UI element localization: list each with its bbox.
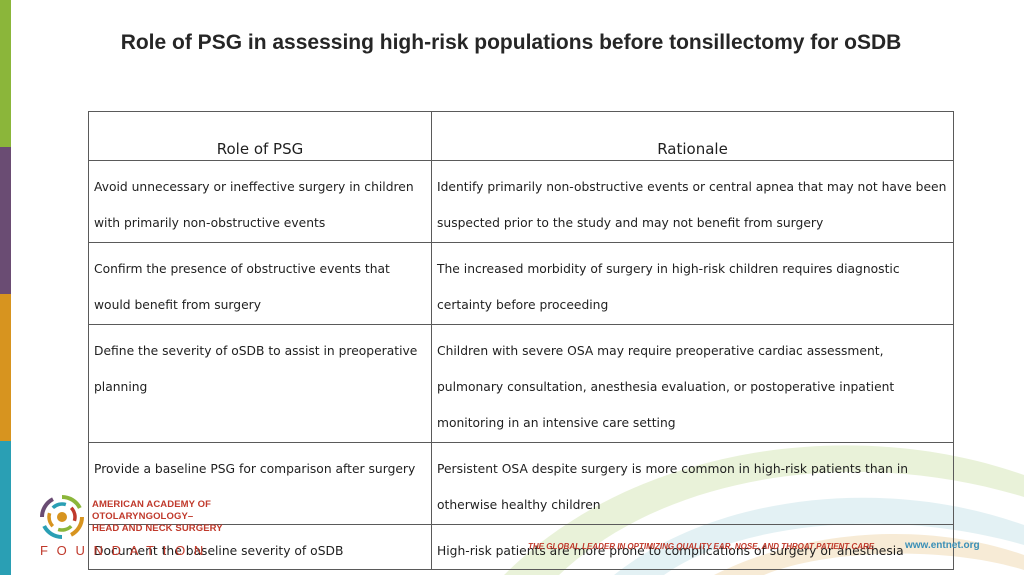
header-rationale: Rationale [431, 111, 954, 161]
psg-roles-table: Role of PSG Rationale Avoid unnecessary … [88, 111, 954, 571]
table-cell-role: Define the severity of oSDB to assist in… [88, 323, 432, 443]
stripe-purple [0, 147, 11, 294]
table-header-row: Role of PSG Rationale [88, 111, 954, 161]
stripe-orange [0, 294, 11, 441]
table-cell-role: Confirm the presence of obstructive even… [88, 241, 432, 325]
table-cell-rationale: Identify primarily non-obstructive event… [431, 160, 954, 243]
table-row: Document the baseline severity of oSDB H… [88, 523, 954, 571]
table-row: Avoid unnecessary or ineffective surgery… [88, 160, 954, 243]
stripe-green [0, 0, 11, 147]
org-name-line: HEAD AND NECK SURGERY [92, 523, 223, 534]
table-cell-role: Avoid unnecessary or ineffective surgery… [88, 160, 432, 243]
org-name-line: AMERICAN ACADEMY OF [92, 499, 212, 510]
table-row: Provide a baseline PSG for comparison af… [88, 441, 954, 525]
org-name-line: OTOLARYNGOLOGY– [92, 511, 194, 522]
table-row: Confirm the presence of obstructive even… [88, 241, 954, 325]
footer-url-link[interactable]: www.entnet.org [905, 540, 980, 551]
table-cell-role: Provide a baseline PSG for comparison af… [88, 441, 432, 525]
table-cell-rationale: Persistent OSA despite surgery is more c… [431, 441, 954, 525]
organization-name: AMERICAN ACADEMY OF OTOLARYNGOLOGY– HEAD… [92, 499, 223, 535]
stripe-teal [0, 441, 11, 575]
header-role-of-psg: Role of PSG [88, 111, 432, 161]
table-cell-rationale: Children with severe OSA may require pre… [431, 323, 954, 443]
aao-hns-logo-icon [40, 495, 84, 539]
table-row: Define the severity of oSDB to assist in… [88, 323, 954, 443]
table-cell-rationale: High-risk patients are more prone to com… [431, 523, 954, 571]
footer-tagline: THE GLOBAL LEADER IN OPTIMIZING QUALITY … [528, 542, 875, 551]
table-cell-role: Document the baseline severity of oSDB [88, 523, 432, 571]
slide-title: Role of PSG in assessing high-risk popul… [120, 31, 902, 54]
table-cell-rationale: The increased morbidity of surgery in hi… [431, 241, 954, 325]
foundation-wordmark: FOUNDATION [40, 543, 212, 558]
side-color-stripes [0, 0, 11, 575]
